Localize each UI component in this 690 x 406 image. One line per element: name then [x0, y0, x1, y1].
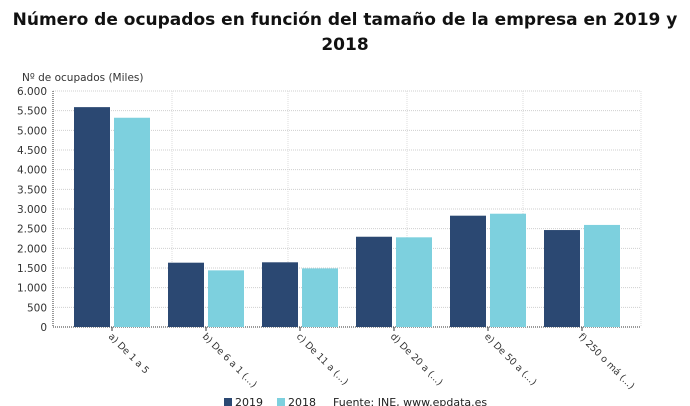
source-note: Fuente: INE, www.epdata.es: [333, 396, 487, 406]
y-tick-label: 500: [27, 302, 47, 314]
y-tick-label: 2.000: [17, 243, 47, 255]
x-tick-label: b) De 6 a 1 (...): [200, 331, 259, 390]
y-tick-label: 5.500: [17, 106, 47, 118]
bar-2019: [356, 236, 392, 327]
y-tick-label: 2.500: [17, 224, 47, 236]
y-tick-label: 5.000: [17, 125, 47, 137]
x-tick-label: f) 250 o má (...): [576, 331, 637, 392]
bar-2018: [302, 268, 338, 327]
y-axis-label: Nº de ocupados (Miles): [22, 72, 143, 84]
y-tick-label: 1.500: [17, 263, 47, 275]
chart-title: Número de ocupados en función del tamaño…: [12, 10, 678, 55]
legend-swatch-2019: [224, 398, 232, 406]
bar-2018: [396, 237, 432, 327]
bar-2018: [584, 224, 620, 327]
legend-label-2019: 2019: [235, 396, 263, 406]
legend-swatch-2018: [277, 398, 285, 406]
bar-2019: [262, 262, 298, 327]
y-tick-label: 6.000: [17, 86, 47, 98]
bar-2018: [208, 270, 244, 327]
y-tick-label: 0: [40, 322, 47, 334]
bar-2018: [114, 117, 150, 327]
bar-2019: [168, 262, 204, 327]
x-tick-label: d) De 20 a (...): [388, 331, 445, 388]
bar-2018: [490, 213, 526, 327]
y-tick-label: 3.500: [17, 184, 47, 196]
y-tick-label: 4.000: [17, 165, 47, 177]
bar-2019: [450, 215, 486, 327]
bar-2019: [74, 107, 110, 327]
x-tick-label: a) De 1 a 5: [106, 331, 151, 376]
x-tick-label: e) De 50 a (...): [482, 331, 539, 388]
y-tick-label: 1.000: [17, 283, 47, 295]
y-tick-label: 3.000: [17, 204, 47, 216]
bar-2019: [544, 230, 580, 327]
x-tick-label: c) De 11 a (...): [294, 331, 350, 387]
y-tick-label: 4.500: [17, 145, 47, 157]
legend-label-2018: 2018: [288, 396, 316, 406]
